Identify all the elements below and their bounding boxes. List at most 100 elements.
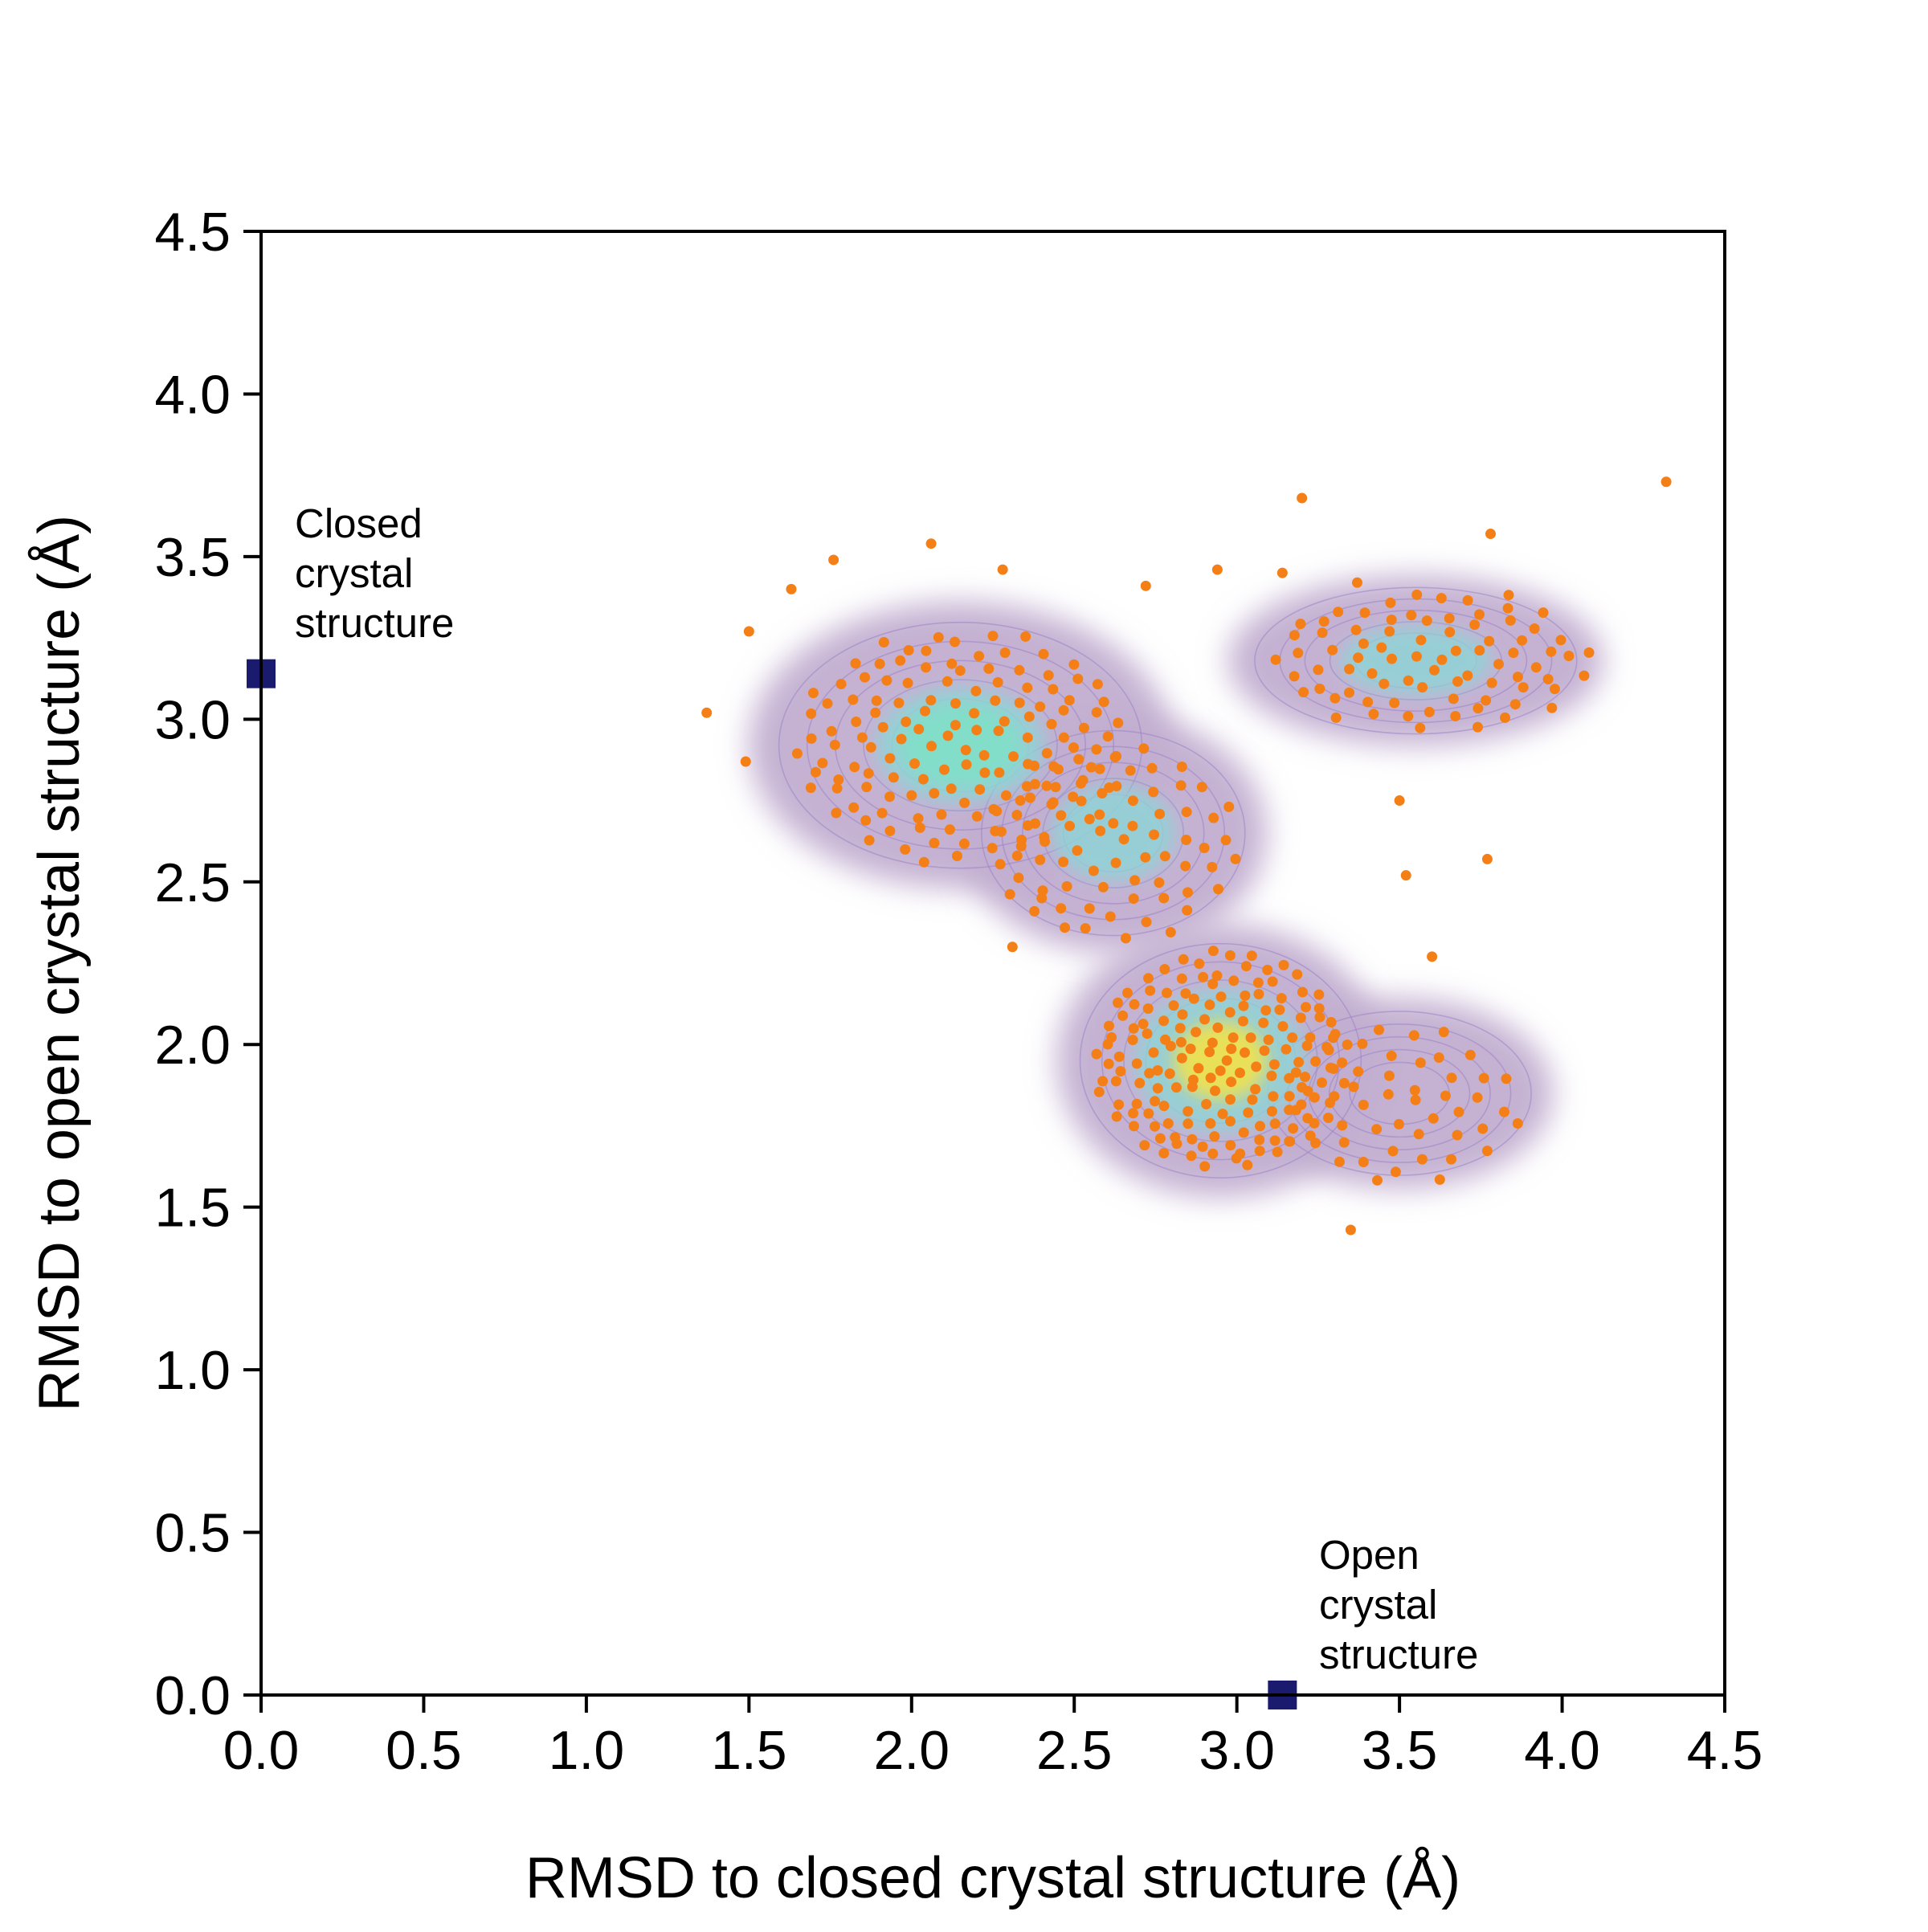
cluster-center-point	[1474, 609, 1485, 620]
cluster-center-point	[1207, 861, 1218, 872]
cluster-center-point	[951, 851, 962, 861]
cluster-center-point	[1314, 1011, 1326, 1023]
cluster-center-point	[1444, 627, 1456, 638]
cluster-center-point	[1001, 790, 1011, 801]
cluster-center-point	[1091, 707, 1102, 718]
cluster-center-point	[1046, 718, 1057, 729]
y-tick-label: 1.0	[154, 1340, 231, 1401]
cluster-center-point	[1105, 911, 1116, 922]
cluster-center-point	[1115, 1066, 1126, 1076]
cluster-center-point	[1486, 677, 1497, 688]
cluster-center-point	[740, 756, 751, 767]
cluster-center-point	[1146, 762, 1158, 774]
cluster-center-point	[1102, 1039, 1113, 1050]
cluster-center-point	[1295, 1012, 1306, 1023]
cluster-center-point	[1359, 607, 1370, 619]
cluster-center-point	[1131, 1098, 1142, 1109]
cluster-center-point	[1073, 754, 1084, 765]
cluster-center-point	[1484, 635, 1495, 647]
cluster-center-point	[1284, 1072, 1295, 1084]
cluster-center-point	[1183, 887, 1193, 898]
cluster-center-point	[822, 698, 833, 709]
cluster-center-point	[1323, 1044, 1334, 1056]
cluster-center-point	[1129, 1121, 1139, 1132]
cluster-center-point	[884, 753, 896, 764]
cluster-center-point	[1128, 893, 1139, 905]
cluster-center-point	[1481, 695, 1492, 706]
cluster-center-point	[1276, 993, 1287, 1004]
cluster-center-point	[1386, 615, 1397, 625]
cluster-center-point	[1061, 880, 1072, 892]
cluster-center-point	[1345, 1224, 1356, 1236]
cluster-center-point	[1330, 692, 1341, 704]
cluster-center-point	[860, 815, 872, 826]
cluster-center-point	[1389, 697, 1400, 709]
cluster-center-point	[895, 655, 906, 666]
cluster-center-point	[1452, 1129, 1463, 1141]
cluster-center-point	[1290, 1105, 1301, 1116]
x-axis-label: RMSD to closed crystal structure (Å)	[525, 1846, 1460, 1910]
cluster-center-point	[1276, 567, 1288, 578]
cluster-center-point	[1159, 851, 1170, 862]
x-tick-label: 1.0	[549, 1720, 625, 1781]
cluster-center-point	[1255, 1121, 1265, 1132]
cluster-center-point	[1217, 1109, 1228, 1120]
cluster-center-point	[1036, 892, 1048, 904]
cluster-center-point	[1068, 659, 1080, 670]
x-tick-label: 0.5	[386, 1720, 462, 1781]
cluster-center-point	[1007, 941, 1018, 953]
cluster-center-point	[884, 825, 896, 836]
cluster-center-point	[1262, 964, 1273, 975]
cluster-center-point	[1408, 1030, 1419, 1041]
cluster-center-point	[1310, 1056, 1321, 1067]
cluster-centers-layer	[701, 476, 1672, 1236]
cluster-center-point	[1129, 875, 1141, 886]
cluster-center-point	[1134, 1077, 1146, 1089]
cluster-center-point	[983, 663, 995, 674]
cluster-center-point	[954, 665, 966, 676]
cluster-center-point	[1208, 812, 1219, 823]
cluster-center-point	[1313, 989, 1325, 1000]
cluster-center-point	[1450, 645, 1461, 656]
y-tick-label: 3.0	[154, 689, 231, 750]
cluster-center-point	[901, 717, 912, 727]
cluster-center-point	[1462, 594, 1473, 606]
closed-crystal-annotation-line: Closed	[295, 500, 423, 546]
cluster-center-point	[1080, 923, 1091, 934]
cluster-center-point	[936, 809, 947, 820]
cluster-center-point	[1199, 843, 1210, 853]
cluster-center-point	[1259, 1045, 1270, 1056]
cluster-center-point	[1058, 705, 1069, 716]
x-tick-label: 2.0	[874, 1720, 950, 1781]
cluster-center-point	[806, 708, 817, 719]
cluster-center-point	[1485, 529, 1496, 540]
cluster-center-point	[1113, 997, 1123, 1008]
cluster-center-point	[1270, 654, 1281, 665]
cluster-center-point	[942, 730, 954, 741]
cluster-center-point	[743, 626, 754, 637]
cluster-center-point	[1111, 750, 1121, 762]
cluster-center-point	[1240, 1047, 1250, 1058]
cluster-center-point	[1199, 1014, 1210, 1025]
cluster-center-point	[1039, 831, 1050, 843]
cluster-center-point	[1446, 1154, 1456, 1165]
cluster-center-point	[1250, 1084, 1261, 1095]
cluster-center-point	[1448, 693, 1459, 705]
cluster-center-point	[1478, 1072, 1489, 1084]
cluster-center-point	[1178, 954, 1189, 965]
cluster-center-point	[1104, 782, 1115, 793]
cluster-center-point	[1383, 1089, 1394, 1100]
cluster-center-point	[863, 768, 874, 779]
cluster-center-point	[1131, 1058, 1142, 1069]
cluster-center-point	[1583, 647, 1595, 658]
cluster-center-point	[1162, 1118, 1174, 1129]
cluster-center-point	[1313, 1003, 1325, 1014]
cluster-center-point	[1174, 1023, 1186, 1034]
cluster-center-point	[900, 843, 911, 855]
y-tick-label: 3.5	[154, 527, 231, 588]
y-tick-label: 4.0	[154, 364, 231, 425]
cluster-center-point	[1337, 1120, 1348, 1131]
cluster-center-point	[1035, 854, 1046, 865]
cluster-center-point	[1224, 1007, 1236, 1018]
cluster-center-point	[1197, 1141, 1208, 1152]
